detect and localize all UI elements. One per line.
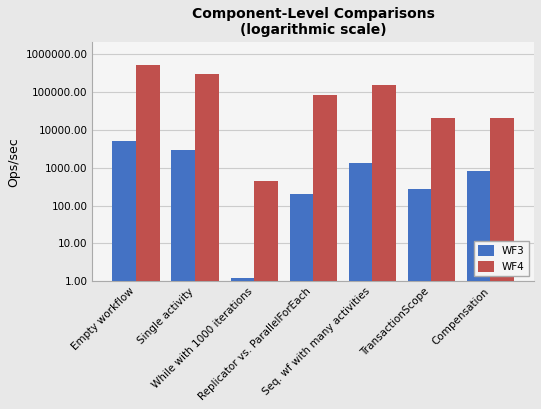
- Bar: [289, 194, 313, 409]
- Bar: [490, 118, 514, 409]
- Y-axis label: Ops/sec: Ops/sec: [7, 137, 20, 187]
- Bar: [467, 171, 490, 409]
- Bar: [230, 278, 254, 409]
- Bar: [195, 74, 219, 409]
- Bar: [113, 141, 136, 409]
- Bar: [254, 181, 278, 409]
- Bar: [372, 85, 396, 409]
- Bar: [431, 118, 455, 409]
- Bar: [136, 65, 160, 409]
- Bar: [171, 150, 195, 409]
- Bar: [313, 95, 337, 409]
- Bar: [408, 189, 431, 409]
- Bar: [348, 163, 372, 409]
- Legend: WF3, WF4: WF3, WF4: [474, 241, 529, 276]
- Title: Component-Level Comparisons
(logarithmic scale): Component-Level Comparisons (logarithmic…: [192, 7, 434, 37]
